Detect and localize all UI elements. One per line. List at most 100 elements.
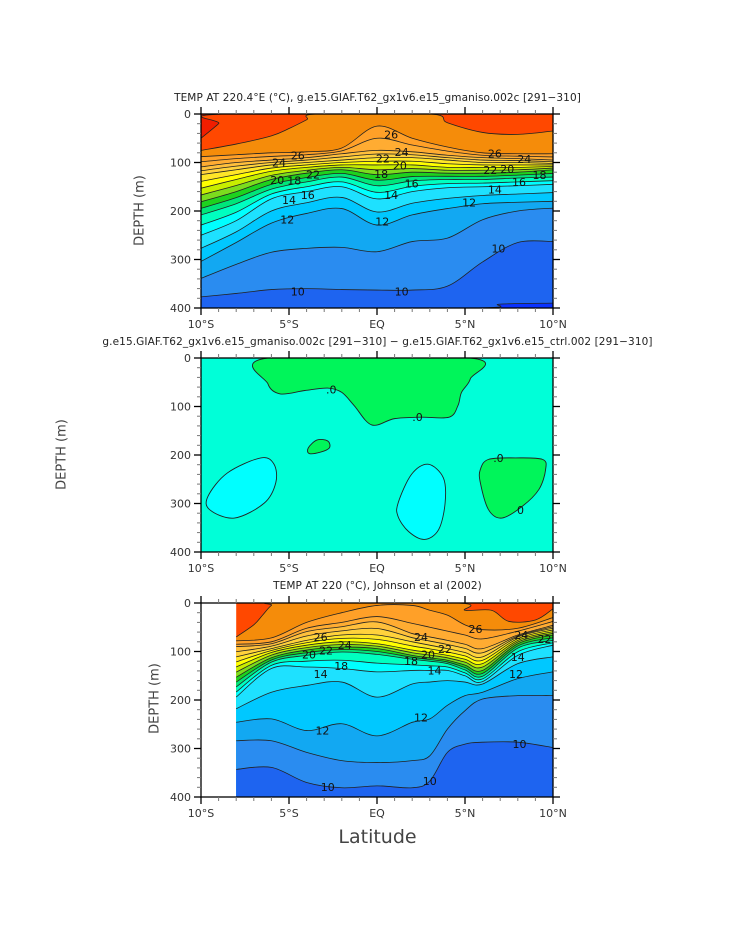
positive-anomaly-region (307, 438, 331, 455)
isotherm-21 (236, 629, 553, 663)
contour-label: 26 (488, 147, 502, 160)
contour-label: 10 (513, 738, 527, 751)
isotherm-18 (201, 169, 553, 203)
isotherm-20 (236, 631, 553, 668)
contour-label: 26 (314, 631, 328, 644)
contour-label: 20 (270, 174, 284, 187)
isotherm-26 (201, 125, 553, 158)
isotherm-19 (201, 166, 553, 196)
x-tick-label: EQ (369, 807, 385, 820)
panel2-title: g.e15.GIAF.T62_gx1v6.e15_gmaniso.002c [2… (102, 336, 653, 348)
contour-label: 10 (291, 286, 305, 299)
contour-label: 22 (376, 153, 390, 166)
contour-labels: .0 .0 .0 0 (326, 384, 524, 517)
contour-label: 14 (314, 668, 328, 681)
isotherm-22 (236, 627, 553, 658)
y-tick-label: 100 (170, 157, 191, 170)
isotherm-15 (235, 642, 553, 693)
contour-label: 20 (421, 648, 435, 661)
y-tick-label: 300 (170, 498, 191, 511)
contour-label: 10 (395, 286, 409, 299)
contour-label: 24 (338, 639, 352, 652)
negative-anomaly-region (396, 463, 447, 540)
contour-label: 22 (438, 643, 452, 656)
isotherm-25 (236, 616, 553, 645)
contour-label: .0 (326, 384, 337, 397)
isotherm-10 (201, 240, 553, 298)
x-axis-label: Latitude (338, 826, 417, 848)
y-tick-label: 400 (170, 546, 191, 559)
x-tick-label: 5°S (279, 562, 298, 575)
x-tick-label: 10°N (539, 562, 567, 575)
contour-label: 24 (514, 629, 528, 642)
contour-label: 18 (404, 655, 418, 668)
contour-label: 14 (282, 194, 296, 207)
contour-label: 22 (319, 645, 333, 658)
isotherm-19 (236, 632, 553, 673)
contour-label: 12 (462, 196, 476, 209)
positive-anomaly-region (478, 457, 547, 519)
y-tick-label: 200 (170, 449, 191, 462)
x-tick-label: 10°N (539, 318, 567, 331)
panel1-ylabel: DEPTH (m) (132, 175, 148, 246)
x-tick-label: 5°N (455, 807, 476, 820)
contour-label: 16 (405, 177, 419, 190)
contour-label: 12 (509, 668, 523, 681)
isotherm-13 (236, 656, 553, 710)
contour-label: 26 (384, 128, 398, 141)
y-tick-label: 100 (170, 646, 191, 659)
x-tick-label: EQ (369, 318, 385, 331)
y-tick-label: 0 (184, 352, 191, 365)
x-tick-label: 5°N (455, 318, 476, 331)
x-tick-label: 10°S (188, 562, 214, 575)
positive-anomaly-region (251, 358, 487, 426)
contour-label: 18 (287, 174, 301, 187)
isotherm-25 (201, 137, 553, 163)
isotherm-23 (236, 626, 553, 654)
contour-label: 16 (301, 189, 315, 202)
x-tick-label: 5°S (279, 807, 298, 820)
panel2-ylabel: DEPTH (m) (54, 419, 70, 490)
isotherm-22 (201, 156, 553, 176)
plot-area (235, 603, 553, 797)
isotherm-14 (235, 644, 553, 698)
contour-label: 16 (512, 176, 526, 189)
contour-label: 10 (491, 242, 505, 255)
y-tick-label: 300 (170, 254, 191, 267)
isotherm-20 (201, 164, 553, 189)
panel2-difference-section: .0 .0 .0 0 10°S 5°S EQ 5°N 10°N 0 100 200 300 400 (170, 351, 567, 575)
contour-label: .0 (412, 411, 423, 424)
isotherm-26 (236, 604, 553, 642)
contour-label: 12 (315, 725, 329, 738)
x-tick-label: 5°S (279, 318, 298, 331)
isotherm-16 (201, 176, 553, 216)
isotherm-27 (201, 114, 553, 151)
contour-label: 18 (334, 660, 348, 673)
contour-label: 12 (375, 216, 389, 229)
contour-label: 14 (511, 651, 525, 664)
contour-label: 14 (384, 189, 398, 202)
y-tick-label: 0 (184, 597, 191, 610)
y-tick-label: 0 (184, 108, 191, 121)
band-fill-below-10 (236, 741, 553, 797)
isotherm-16 (235, 639, 553, 688)
isotherm-17 (235, 637, 553, 683)
axes: 10°S 5°S EQ 5°N 10°N 0 100 200 300 400 (170, 596, 567, 820)
isotherm-13 (201, 192, 553, 249)
contour-label: 24 (517, 153, 531, 166)
panel3-title: TEMP AT 220 (°C), Johnson et al (2002) (273, 580, 482, 592)
y-tick-label: 100 (170, 401, 191, 414)
y-tick-label: 200 (170, 694, 191, 707)
x-tick-label: 10°S (188, 807, 214, 820)
contour-label: 22 (306, 168, 320, 181)
contour-label: 26 (469, 623, 483, 636)
contour-label: 14 (427, 664, 441, 677)
isotherm-23 (201, 153, 553, 172)
isotherm-14 (201, 183, 553, 236)
contour-label: 20 (393, 159, 407, 172)
isotherm-21 (201, 160, 553, 182)
